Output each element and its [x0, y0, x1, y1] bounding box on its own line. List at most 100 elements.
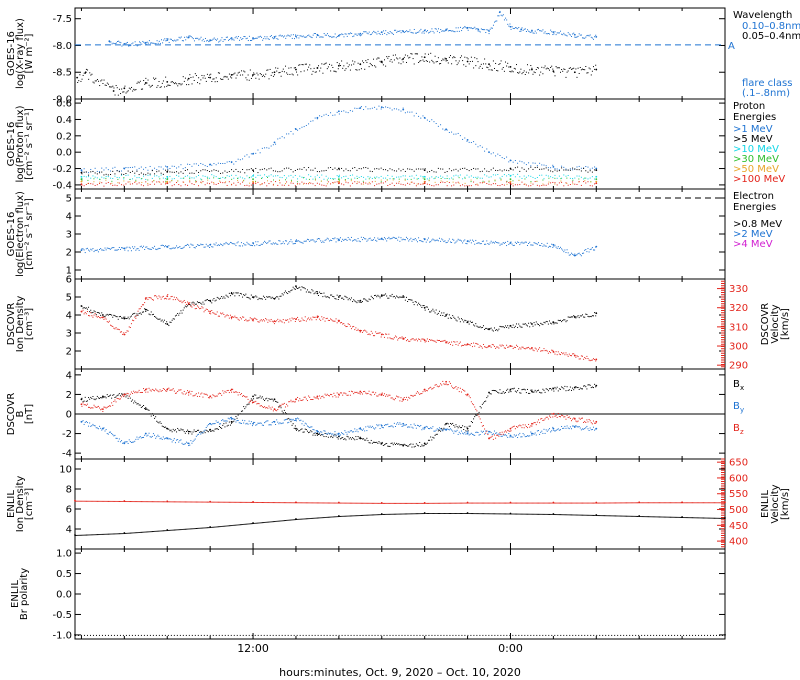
data-dot	[496, 242, 498, 244]
data-dot	[265, 398, 267, 400]
data-dot	[566, 249, 568, 251]
data-dot	[480, 407, 482, 409]
data-dot	[117, 440, 119, 442]
data-dot	[392, 54, 394, 56]
data-dot	[407, 55, 409, 57]
ytick-label: 1	[66, 266, 72, 277]
data-dot	[227, 417, 229, 419]
data-dot	[207, 179, 209, 181]
data-dot	[576, 36, 578, 38]
data-dot	[393, 59, 395, 61]
data-dot	[490, 184, 492, 186]
data-dot	[112, 42, 114, 44]
data-dot	[178, 175, 180, 177]
data-dot	[251, 320, 253, 322]
data-dot	[422, 305, 424, 307]
data-dot	[562, 387, 564, 389]
data-dot	[255, 181, 257, 183]
data-dot	[302, 287, 304, 289]
data-dot	[327, 114, 329, 116]
data-dot	[457, 27, 459, 29]
data-dot	[589, 177, 591, 179]
data-dot	[473, 342, 475, 344]
ytick-label: 4	[66, 212, 72, 223]
data-dot	[118, 316, 120, 318]
data-dot	[150, 415, 152, 417]
data-dot	[244, 155, 246, 157]
data-dot	[540, 245, 542, 247]
data-dot	[445, 429, 447, 431]
data-dot	[592, 426, 594, 428]
data-dot	[315, 36, 317, 38]
ytick-label: 5	[66, 194, 72, 205]
data-dot	[198, 174, 200, 176]
data-dot	[415, 338, 417, 340]
data-dot	[90, 74, 92, 76]
data-dot	[166, 85, 168, 87]
data-dot	[169, 181, 171, 183]
data-dot	[181, 442, 183, 444]
data-dot	[103, 318, 105, 320]
data-dot	[520, 242, 522, 244]
data-dot	[106, 321, 108, 323]
data-dot	[490, 393, 492, 395]
data-dot	[530, 65, 532, 67]
data-dot	[258, 244, 260, 246]
data-dot	[182, 309, 184, 311]
data-dot	[136, 314, 138, 316]
data-dot	[276, 296, 278, 298]
data-dot	[346, 435, 348, 437]
data-dot	[239, 171, 241, 173]
data-dot	[347, 170, 349, 172]
data-dot	[231, 291, 233, 293]
data-dot	[514, 325, 516, 327]
data-dot	[576, 76, 578, 78]
data-dot	[96, 170, 98, 172]
data-dot	[292, 133, 294, 135]
data-dot	[294, 420, 296, 422]
data-dot	[556, 184, 558, 186]
data-point	[166, 166, 169, 168]
data-dot	[81, 78, 83, 80]
data-dot	[448, 178, 450, 180]
data-dot	[338, 181, 340, 183]
data-dot	[481, 67, 483, 69]
data-dot	[188, 445, 190, 447]
data-dot	[215, 299, 217, 301]
data-dot	[375, 66, 377, 68]
data-dot	[378, 57, 380, 59]
data-dot	[271, 296, 273, 298]
data-dot	[457, 62, 459, 64]
data-dot	[182, 247, 184, 249]
data-dot	[344, 180, 346, 182]
data-dot	[231, 162, 233, 164]
data-dot	[542, 388, 544, 390]
data-dot	[398, 338, 400, 340]
data-dot	[506, 435, 508, 437]
data-dot	[162, 80, 164, 82]
data-dot	[266, 147, 268, 149]
data-dot	[513, 244, 515, 246]
data-dot	[325, 34, 327, 36]
data-dot	[404, 299, 406, 301]
data-dot	[161, 425, 163, 427]
data-dot	[318, 65, 320, 67]
data-dot	[452, 30, 454, 32]
data-dot	[444, 57, 446, 59]
data-dot	[205, 427, 207, 429]
data-dot	[442, 430, 444, 432]
data-dot	[550, 66, 552, 68]
data-dot	[454, 57, 456, 59]
data-dot	[103, 427, 105, 429]
data-point	[112, 90, 115, 92]
data-dot	[528, 168, 530, 170]
data-dot	[366, 437, 368, 439]
data-dot	[267, 38, 269, 40]
data-dot	[459, 26, 461, 28]
data-dot	[201, 432, 203, 434]
data-dot	[150, 311, 152, 313]
data-dot	[367, 440, 369, 442]
data-dot	[122, 247, 124, 249]
data-dot	[332, 36, 334, 38]
data-dot	[353, 325, 355, 327]
